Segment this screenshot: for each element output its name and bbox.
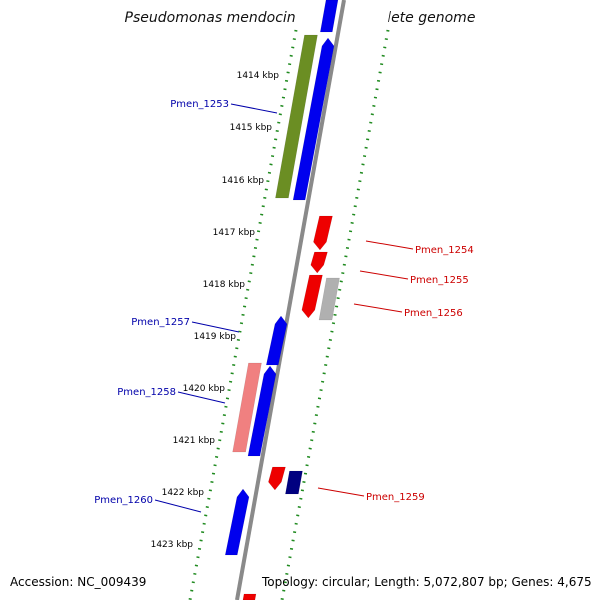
genome-summary-text: Topology: circular; Length: 5,072,807 bp… [262,575,592,589]
left-ruler-line [188,29,298,600]
gene-arrow-top[interactable] [319,0,339,33]
tick-label: 1415 kbp [230,123,273,133]
genome-backbone [235,0,346,600]
gene-arrow-pmen-1254[interactable] [313,215,333,251]
tick-label: 1419 kbp [194,332,237,342]
accession-text: Accession: NC_009439 [10,575,147,589]
tick-label: 1420 kbp [183,384,226,394]
leader-line-pmen-1253 [230,103,278,114]
gene-label-pmen-1253[interactable]: Pmen_1253 [170,99,229,110]
gene-arrow-pmen-1259[interactable] [268,466,286,491]
gene-label-pmen-1258[interactable]: Pmen_1258 [117,387,176,398]
gene-arrow-pmen-1258[interactable] [247,365,277,457]
leader-line-pmen-1256 [353,303,403,313]
leader-line-pmen-1260 [154,499,202,513]
gene-label-pmen-1255[interactable]: Pmen_1255 [410,275,469,286]
tick-label: 1421 kbp [173,436,216,446]
tick-label: 1422 kbp [162,488,205,498]
gene-label-pmen-1257[interactable]: Pmen_1257 [131,317,190,328]
leader-line-pmen-1258 [177,391,226,404]
gene-label-pmen-1254[interactable]: Pmen_1254 [415,245,474,256]
leader-line-pmen-1254 [365,240,414,250]
olive-feature[interactable] [275,34,318,199]
tick-label: 1414 kbp [237,71,280,81]
gene-label-pmen-1256[interactable]: Pmen_1256 [404,308,463,319]
gene-label-pmen-1260[interactable]: Pmen_1260 [94,495,153,506]
tick-label: 1418 kbp [203,280,246,290]
gene-arrow-pmen-1253[interactable] [292,37,335,201]
gene-arrow-bottom-red[interactable] [242,593,257,600]
gene-arrow-pmen-1255[interactable] [310,251,328,274]
gene-arrow-pmen-1256[interactable] [301,274,323,319]
gene-arrow-pmen-1260[interactable] [224,488,250,556]
tick-label: 1417 kbp [213,228,256,238]
gray-feature[interactable] [318,277,340,321]
right-ruler-line [280,29,390,600]
leader-line-pmen-1255 [359,270,409,280]
leader-line-pmen-1259 [317,487,365,497]
navy-feature[interactable] [285,470,303,495]
tick-label: 1416 kbp [222,176,265,186]
gene-label-pmen-1259[interactable]: Pmen_1259 [366,492,425,503]
gene-arrow-pmen-1257[interactable] [265,315,288,366]
tick-label: 1423 kbp [151,540,194,550]
pink-feature[interactable] [232,362,262,453]
leader-line-pmen-1257 [191,321,240,333]
